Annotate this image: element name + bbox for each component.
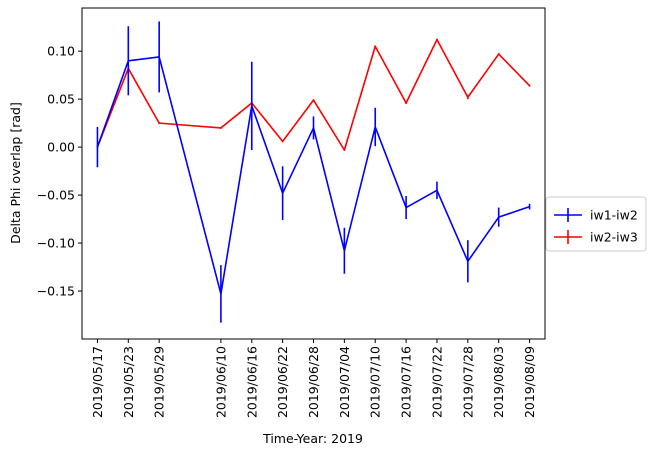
x-tick-label: 2019/07/16	[399, 346, 414, 418]
y-tick-label: −0.15	[37, 284, 75, 299]
y-tick-label: 0.00	[47, 140, 75, 155]
x-tick-label: 2019/05/23	[121, 346, 136, 418]
x-tick-label: 2019/07/10	[368, 346, 383, 418]
series-line	[96, 38, 531, 151]
y-axis: −0.15 −0.10 −0.05 0.00 0.05 0.10	[37, 44, 82, 299]
x-tick-label: 2019/08/09	[522, 346, 537, 418]
y-tick-label: 0.05	[47, 92, 75, 107]
x-tick-label: 2019/06/22	[275, 346, 290, 418]
legend-label: iw2-iw3	[590, 230, 638, 245]
x-tick-label: 2019/05/29	[152, 346, 167, 418]
legend-label: iw1-iw2	[590, 208, 638, 223]
x-tick-label: 2019/06/28	[306, 346, 321, 418]
y-tick-label: 0.10	[47, 44, 75, 59]
x-tick-label: 2019/07/04	[337, 346, 352, 418]
x-tick-label: 2019/06/16	[244, 346, 259, 418]
y-tick-label: −0.10	[37, 236, 75, 251]
series-iw1-iw2	[96, 21, 531, 323]
y-axis-label: Delta Phi overlap [rad]	[8, 102, 23, 244]
legend-item: iw1-iw2	[554, 208, 638, 223]
series-line	[96, 56, 530, 295]
x-tick-label: 2019/08/03	[491, 346, 506, 418]
x-tick-label: 2019/07/28	[460, 346, 475, 418]
y-tick-label: −0.05	[37, 188, 75, 203]
plot-area	[96, 21, 531, 323]
x-axis-label: Time-Year: 2019	[262, 431, 363, 446]
x-tick-label: 2019/07/22	[429, 346, 444, 418]
legend-item: iw2-iw3	[554, 230, 638, 245]
x-tick-label: 2019/06/10	[213, 346, 228, 418]
legend: iw1-iw2 iw2-iw3	[545, 196, 647, 252]
x-tick-label: 2019/05/17	[90, 346, 105, 418]
x-axis: 2019/05/17 2019/05/23 2019/05/29 2019/06/10…	[90, 339, 537, 418]
